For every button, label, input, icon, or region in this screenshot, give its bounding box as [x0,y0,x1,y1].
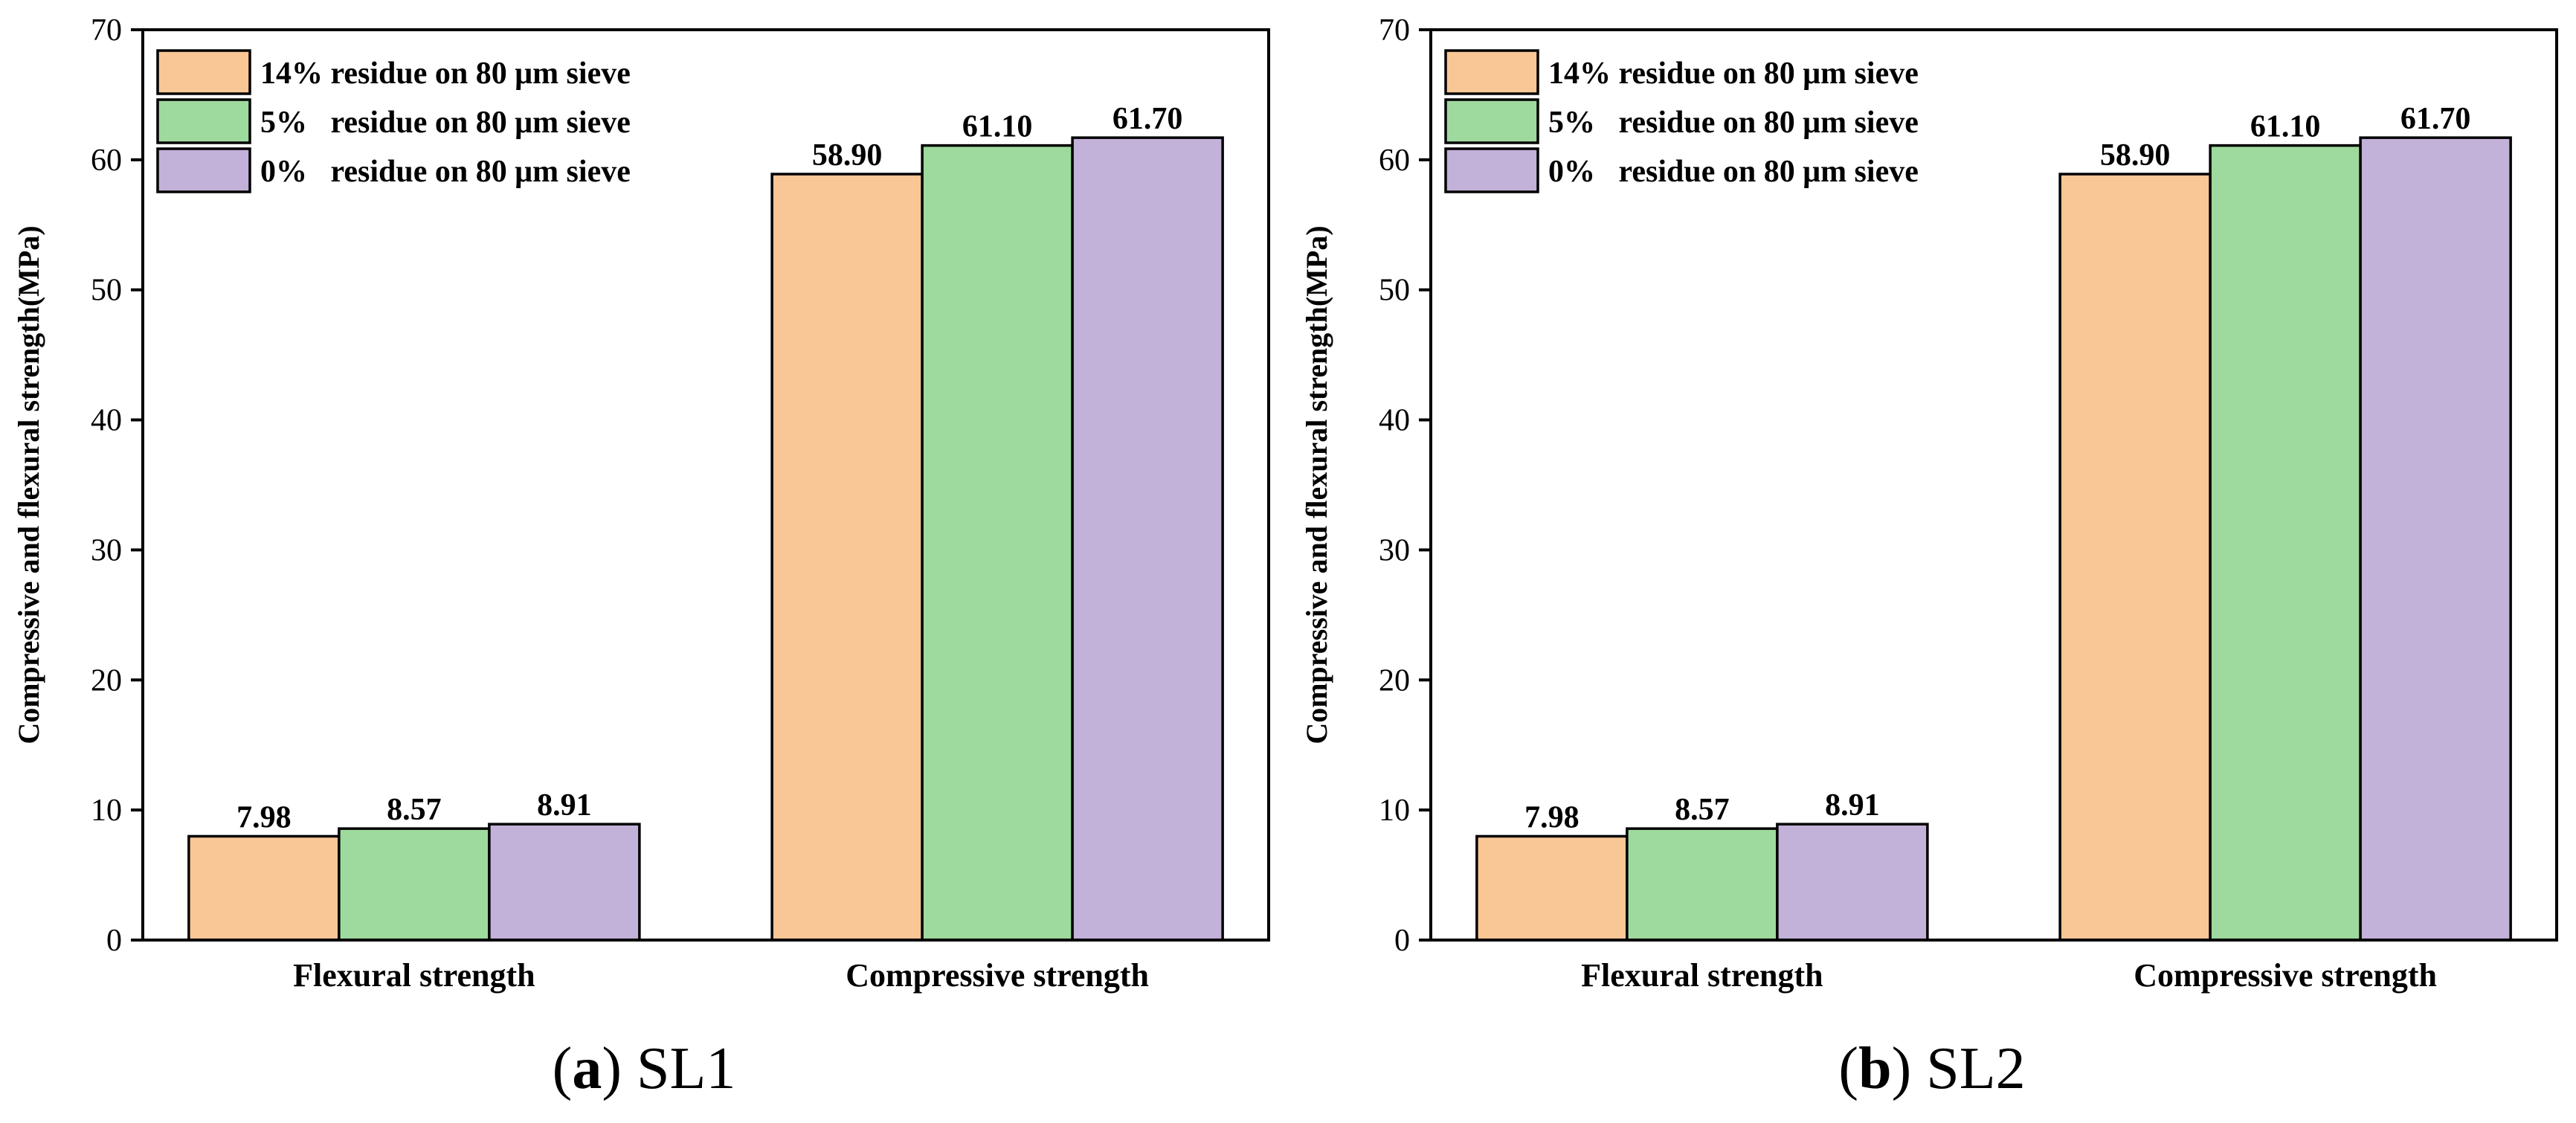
legend-label: 14% residue on 80 μm sieve [1548,57,1919,91]
bar [2359,136,2512,942]
x-category-label: Compressive strength [846,957,1149,994]
data-label: 58.90 [2100,138,2171,173]
data-label: 8.57 [387,793,442,827]
y-tick-label: 70 [1379,13,1410,48]
data-label: 58.90 [812,138,883,173]
bar [488,823,641,942]
y-axis-title: Compressive and flexural strength(MPa) [12,225,45,744]
caption-name: SL1 [637,1036,735,1101]
bar [1626,827,1779,942]
x-category-label: Compressive strength [2134,957,2437,994]
legend-label: 0% residue on 80 μm sieve [260,155,631,189]
y-axis-title: Compressive and flexural strength(MPa) [1300,225,1333,744]
legend-swatch [156,147,251,193]
chart-svg-a: 0 10 20 30 40 50 60 70 Compressive and flexural … [12,13,1270,1101]
plot-frame [141,28,1270,942]
y-tick-label: 60 [91,144,122,178]
bar [921,144,1074,942]
legend-swatch [1444,49,1539,95]
caption-close-paren: ) [602,1036,637,1101]
data-label: 61.70 [1112,102,1183,136]
legend-label: 5% residue on 80 μm sieve [1548,106,1919,140]
y-tick-label: 40 [91,404,122,438]
bar [770,173,924,942]
bar [1475,834,1629,942]
chart-svg-b: 0 10 20 30 40 50 60 70 Compressive and flexural … [1300,13,2558,1101]
data-label: 7.98 [1524,800,1580,834]
data-label: 8.57 [1675,793,1730,827]
y-tick-label: 0 [1394,924,1410,958]
bar [2058,173,2212,942]
data-label: 8.91 [1825,788,1880,823]
x-category-label: Flexural strength [1581,957,1823,994]
bar [338,827,491,942]
y-tick-label: 10 [91,794,122,828]
y-tick-label: 50 [1379,274,1410,308]
caption-open-paren: ( [1838,1036,1858,1101]
chart-panel-b: 0 10 20 30 40 50 60 70 Compressive and flexural … [1288,0,2576,1119]
bar [1071,136,1224,942]
caption-open-paren: ( [553,1036,573,1101]
caption-close-paren: ) [1892,1036,1927,1101]
chart-panel-a: 0 10 20 30 40 50 60 70 Compressive and flexural … [0,0,1288,1119]
caption-name: SL2 [1926,1036,2025,1101]
bar [2209,144,2362,942]
y-tick-label: 60 [1379,144,1410,178]
x-category-label: Flexural strength [293,957,535,994]
legend-label: 14% residue on 80 μm sieve [260,57,631,91]
bar [1776,823,1929,942]
caption-letter: b [1858,1036,1892,1101]
y-tick-label: 10 [1379,794,1410,828]
panel-caption: (a) SL1 [553,1036,736,1101]
y-tick-label: 70 [91,13,122,48]
bar [187,834,341,942]
legend-swatch [1444,147,1539,193]
y-tick-label: 50 [91,274,122,308]
legend-label: 0% residue on 80 μm sieve [1548,155,1919,189]
y-tick-label: 0 [106,924,122,958]
panel-caption: (b) SL2 [1838,1036,2025,1101]
data-label: 61.10 [962,110,1033,144]
y-tick-label: 30 [91,533,122,567]
data-label: 8.91 [537,788,592,823]
legend-swatch [1444,98,1539,144]
caption-letter: a [572,1036,602,1101]
y-tick-label: 20 [1379,663,1410,698]
data-label: 61.10 [2250,110,2321,144]
y-tick-label: 40 [1379,404,1410,438]
legend-swatch [156,98,251,144]
y-tick-label: 30 [1379,533,1410,567]
plot-frame [1429,28,2558,942]
legend-label: 5% residue on 80 μm sieve [260,106,631,140]
data-label: 7.98 [236,800,292,834]
data-label: 61.70 [2400,102,2471,136]
legend-swatch [156,49,251,95]
y-tick-label: 20 [91,663,122,698]
